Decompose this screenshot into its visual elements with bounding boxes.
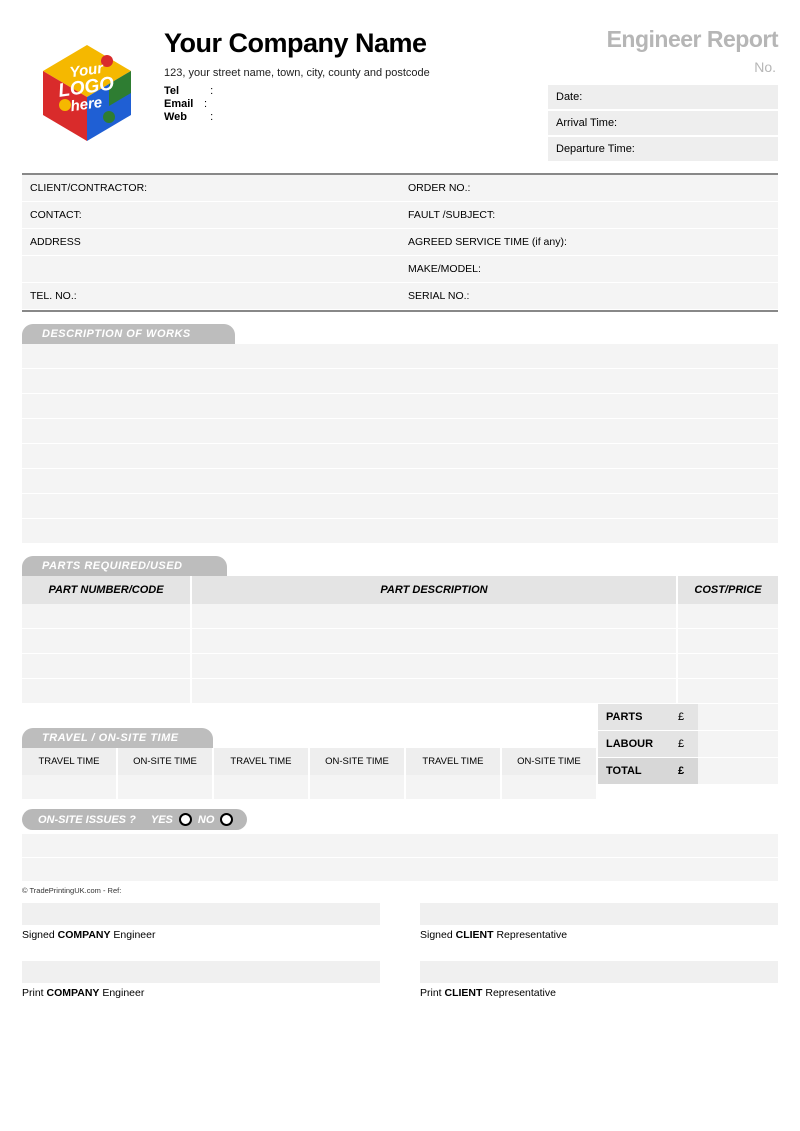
info-order[interactable]: ORDER NO.: <box>400 175 778 202</box>
logo-placeholder: Your LOGO here <box>22 26 152 156</box>
issues-no-label: NO <box>198 814 215 826</box>
travel-col: TRAVEL TIME <box>214 748 310 775</box>
description-line[interactable] <box>22 519 778 544</box>
info-fault[interactable]: FAULT /SUBJECT: <box>400 202 778 229</box>
travel-col: ON-SITE TIME <box>502 748 598 775</box>
info-service[interactable]: AGREED SERVICE TIME (if any): <box>400 229 778 256</box>
signatures: Signed COMPANY Engineer Print COMPANY En… <box>22 903 778 999</box>
info-make[interactable]: MAKE/MODEL: <box>400 256 778 283</box>
description-of-works[interactable] <box>22 344 778 544</box>
issues-yes-label: YES <box>151 814 173 826</box>
meta-arrival[interactable]: Arrival Time: <box>548 111 778 135</box>
print-client-label: Print CLIENT Representative <box>420 983 778 999</box>
meta-departure[interactable]: Departure Time: <box>548 137 778 161</box>
description-line[interactable] <box>22 369 778 394</box>
print-client-box[interactable] <box>420 961 778 983</box>
info-address1[interactable]: ADDRESS <box>22 229 400 256</box>
company-web: Web : <box>164 111 536 123</box>
issues-no-radio[interactable] <box>220 813 233 826</box>
issues-line[interactable] <box>22 834 778 858</box>
report-title: Engineer Report <box>548 26 778 53</box>
info-contact[interactable]: CONTACT: <box>22 202 400 229</box>
company-tel: Tel : <box>164 85 536 97</box>
travel-col: TRAVEL TIME <box>406 748 502 775</box>
travel-input-row[interactable] <box>22 775 598 799</box>
parts-row[interactable] <box>22 629 778 654</box>
totals-block: PARTS £ LABOUR £ TOTAL £ <box>598 704 778 799</box>
parts-row[interactable] <box>22 679 778 704</box>
parts-col-number: PART NUMBER/CODE <box>22 576 192 604</box>
sign-client-label: Signed CLIENT Representative <box>420 925 778 941</box>
travel-totals-row: TRAVEL / ON-SITE TIME TRAVEL TIME ON-SIT… <box>22 704 778 799</box>
info-address2[interactable] <box>22 256 400 283</box>
print-company-label: Print COMPANY Engineer <box>22 983 380 999</box>
travel-tab: TRAVEL / ON-SITE TIME <box>22 728 213 748</box>
info-tel[interactable]: TEL. NO.: <box>22 283 400 310</box>
print-company-box[interactable] <box>22 961 380 983</box>
info-serial[interactable]: SERIAL NO.: <box>400 283 778 310</box>
totals-parts[interactable]: PARTS £ <box>598 704 778 731</box>
issues-pill: ON-SITE ISSUES ? YES NO <box>22 809 247 830</box>
description-line[interactable] <box>22 494 778 519</box>
sign-client-box[interactable] <box>420 903 778 925</box>
travel-col: TRAVEL TIME <box>22 748 118 775</box>
travel-header: TRAVEL TIME ON-SITE TIME TRAVEL TIME ON-… <box>22 748 598 775</box>
company-address: 123, your street name, town, city, count… <box>164 67 536 79</box>
parts-header: PART NUMBER/CODE PART DESCRIPTION COST/P… <box>22 576 778 604</box>
parts-row[interactable] <box>22 654 778 679</box>
parts-tab: PARTS REQUIRED/USED <box>22 556 227 576</box>
issues-yes-radio[interactable] <box>179 813 192 826</box>
company-email: Email: <box>164 98 536 110</box>
company-name: Your Company Name <box>164 28 536 59</box>
issues-label: ON-SITE ISSUES ? <box>38 814 136 826</box>
description-line[interactable] <box>22 394 778 419</box>
parts-body[interactable] <box>22 604 778 704</box>
info-client[interactable]: CLIENT/CONTRACTOR: <box>22 175 400 202</box>
title-box: Engineer Report No. Date: Arrival Time: … <box>548 26 778 163</box>
description-tab: DESCRIPTION OF WORKS <box>22 324 235 344</box>
travel-block: TRAVEL / ON-SITE TIME TRAVEL TIME ON-SIT… <box>22 704 598 799</box>
client-info-grid: CLIENT/CONTRACTOR:ORDER NO.: CONTACT:FAU… <box>22 173 778 312</box>
description-line[interactable] <box>22 419 778 444</box>
description-line[interactable] <box>22 469 778 494</box>
parts-col-desc: PART DESCRIPTION <box>192 576 678 604</box>
meta-date[interactable]: Date: <box>548 85 778 109</box>
header: Your LOGO here Your Company Name 123, yo… <box>22 26 778 163</box>
company-block: Your Company Name 123, your street name,… <box>164 26 536 163</box>
report-no-label: No. <box>548 59 776 75</box>
footer-credit: © TradePrintingUK.com - Ref: <box>22 886 778 895</box>
sign-company-box[interactable] <box>22 903 380 925</box>
sign-company-label: Signed COMPANY Engineer <box>22 925 380 941</box>
travel-col: ON-SITE TIME <box>310 748 406 775</box>
logo-cube-icon: Your LOGO here <box>27 31 147 151</box>
description-line[interactable] <box>22 444 778 469</box>
description-line[interactable] <box>22 344 778 369</box>
parts-col-cost: COST/PRICE <box>678 576 778 604</box>
totals-total[interactable]: TOTAL £ <box>598 758 778 785</box>
parts-row[interactable] <box>22 604 778 629</box>
travel-col: ON-SITE TIME <box>118 748 214 775</box>
onsite-issues: ON-SITE ISSUES ? YES NO <box>22 809 778 882</box>
totals-labour[interactable]: LABOUR £ <box>598 731 778 758</box>
issues-line[interactable] <box>22 858 778 882</box>
